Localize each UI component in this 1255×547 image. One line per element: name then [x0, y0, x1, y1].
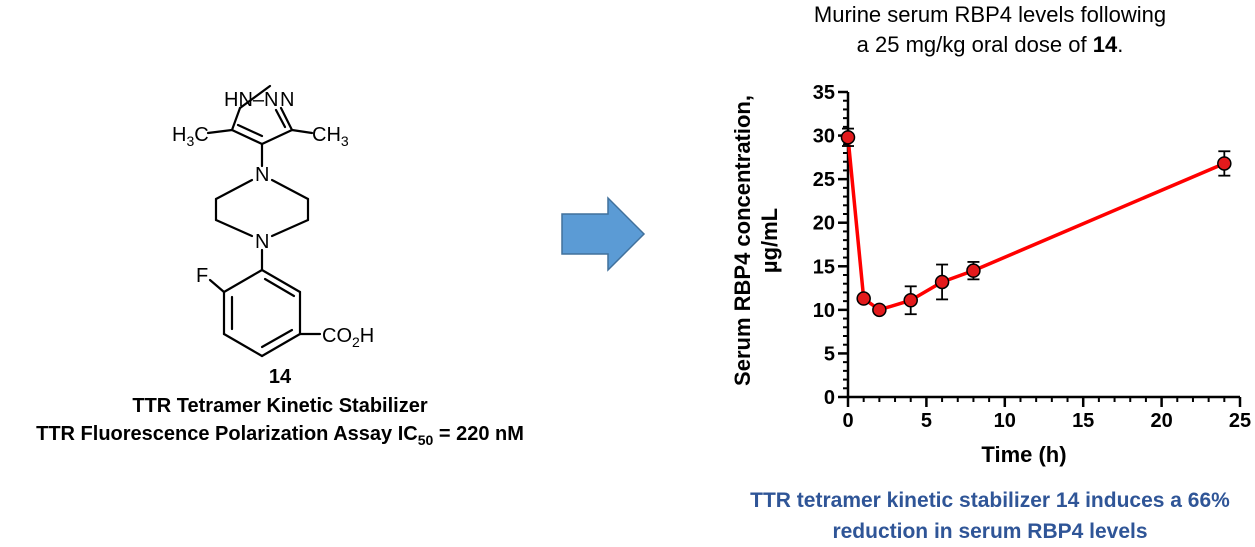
bond: [230, 106, 242, 132]
conclusion-text: TTR tetramer kinetic stabilizer 14 induc…: [750, 489, 1230, 543]
data-point: [934, 274, 950, 290]
data-point: [856, 291, 871, 306]
x-tick-label: 25: [1229, 410, 1251, 432]
atom-label: CO2H: [322, 325, 374, 350]
data-point: [872, 302, 887, 318]
bond: [238, 84, 272, 110]
x-tick-label: 15: [1072, 410, 1094, 432]
line-chart: 0 5 10 15 20 25 0 5 10 15 20 25 30 35 Time (h) Serum RB…: [730, 82, 1251, 467]
bond: [230, 128, 264, 146]
bond: [214, 178, 254, 201]
assay-subscript: 50: [417, 432, 434, 448]
atom-label: F: [196, 265, 208, 287]
chart-title-end: .: [1117, 32, 1124, 57]
y-tick-label: 30: [813, 126, 835, 148]
y-tick-label: 5: [824, 343, 835, 365]
bond: [270, 178, 310, 201]
data-point: [966, 263, 981, 278]
y-tick-label: 15: [813, 256, 835, 278]
assay-prefix: TTR Fluorescence Polarization Assay IC: [36, 423, 418, 445]
atom-label: HN–N: [224, 89, 278, 111]
bond: [260, 328, 294, 349]
bond: [260, 332, 302, 358]
chart-title: Murine serum RBP4 levels following a 25 …: [760, 0, 1220, 60]
y-tick-label: 10: [813, 300, 835, 322]
atom-label: N: [255, 231, 269, 253]
bond: [263, 277, 296, 298]
atom-label: N: [255, 164, 269, 186]
x-tick-label: 5: [921, 410, 932, 432]
y-tick-label: 35: [813, 82, 835, 104]
bond: [236, 123, 264, 138]
x-tick-label: 10: [994, 410, 1016, 432]
data-point: [1217, 156, 1232, 171]
chart-title-compound: 14: [1092, 32, 1118, 57]
bond: [260, 268, 302, 294]
assay-result: TTR Fluorescence Polarization Assay IC50…: [0, 423, 560, 448]
bond: [206, 128, 234, 135]
compound-number: 14: [268, 366, 292, 388]
bond: [208, 278, 226, 294]
bond: [270, 218, 310, 238]
bond: [214, 218, 254, 238]
assay-suffix: = 220 nM: [433, 423, 524, 445]
y-tick-label: 20: [813, 213, 835, 235]
right-arrow-icon: [561, 196, 646, 272]
series-line: [846, 137, 1226, 312]
y-tick-label: 25: [813, 169, 835, 191]
chemical-structure: HN–N N H3C CH3 N N F CO2H: [172, 84, 374, 358]
atom-label: H3C: [172, 124, 209, 149]
data-point: [840, 130, 856, 145]
data-point: [903, 293, 918, 308]
bond: [274, 108, 287, 129]
bond: [260, 128, 294, 146]
bond: [222, 332, 264, 358]
atom-label: CH3: [312, 124, 349, 149]
bond: [279, 106, 294, 132]
chart-title-line2: a 25 mg/kg oral dose of: [856, 32, 1093, 57]
y-tick-label: 0: [824, 387, 835, 409]
y-axis-label-unit: µg/mL: [757, 208, 782, 273]
bond: [290, 128, 314, 135]
atom-label: N: [280, 89, 294, 111]
compound-class: TTR Tetramer Kinetic Stabilizer: [132, 395, 428, 417]
bond: [222, 268, 264, 294]
x-axis-label: Time (h): [981, 442, 1066, 467]
x-tick-label: 0: [842, 410, 853, 432]
x-tick-label: 20: [1150, 410, 1172, 432]
chart-title-line1: Murine serum RBP4 levels following: [813, 2, 1167, 27]
y-axis-label: Serum RBP4 concentration,: [730, 95, 755, 386]
